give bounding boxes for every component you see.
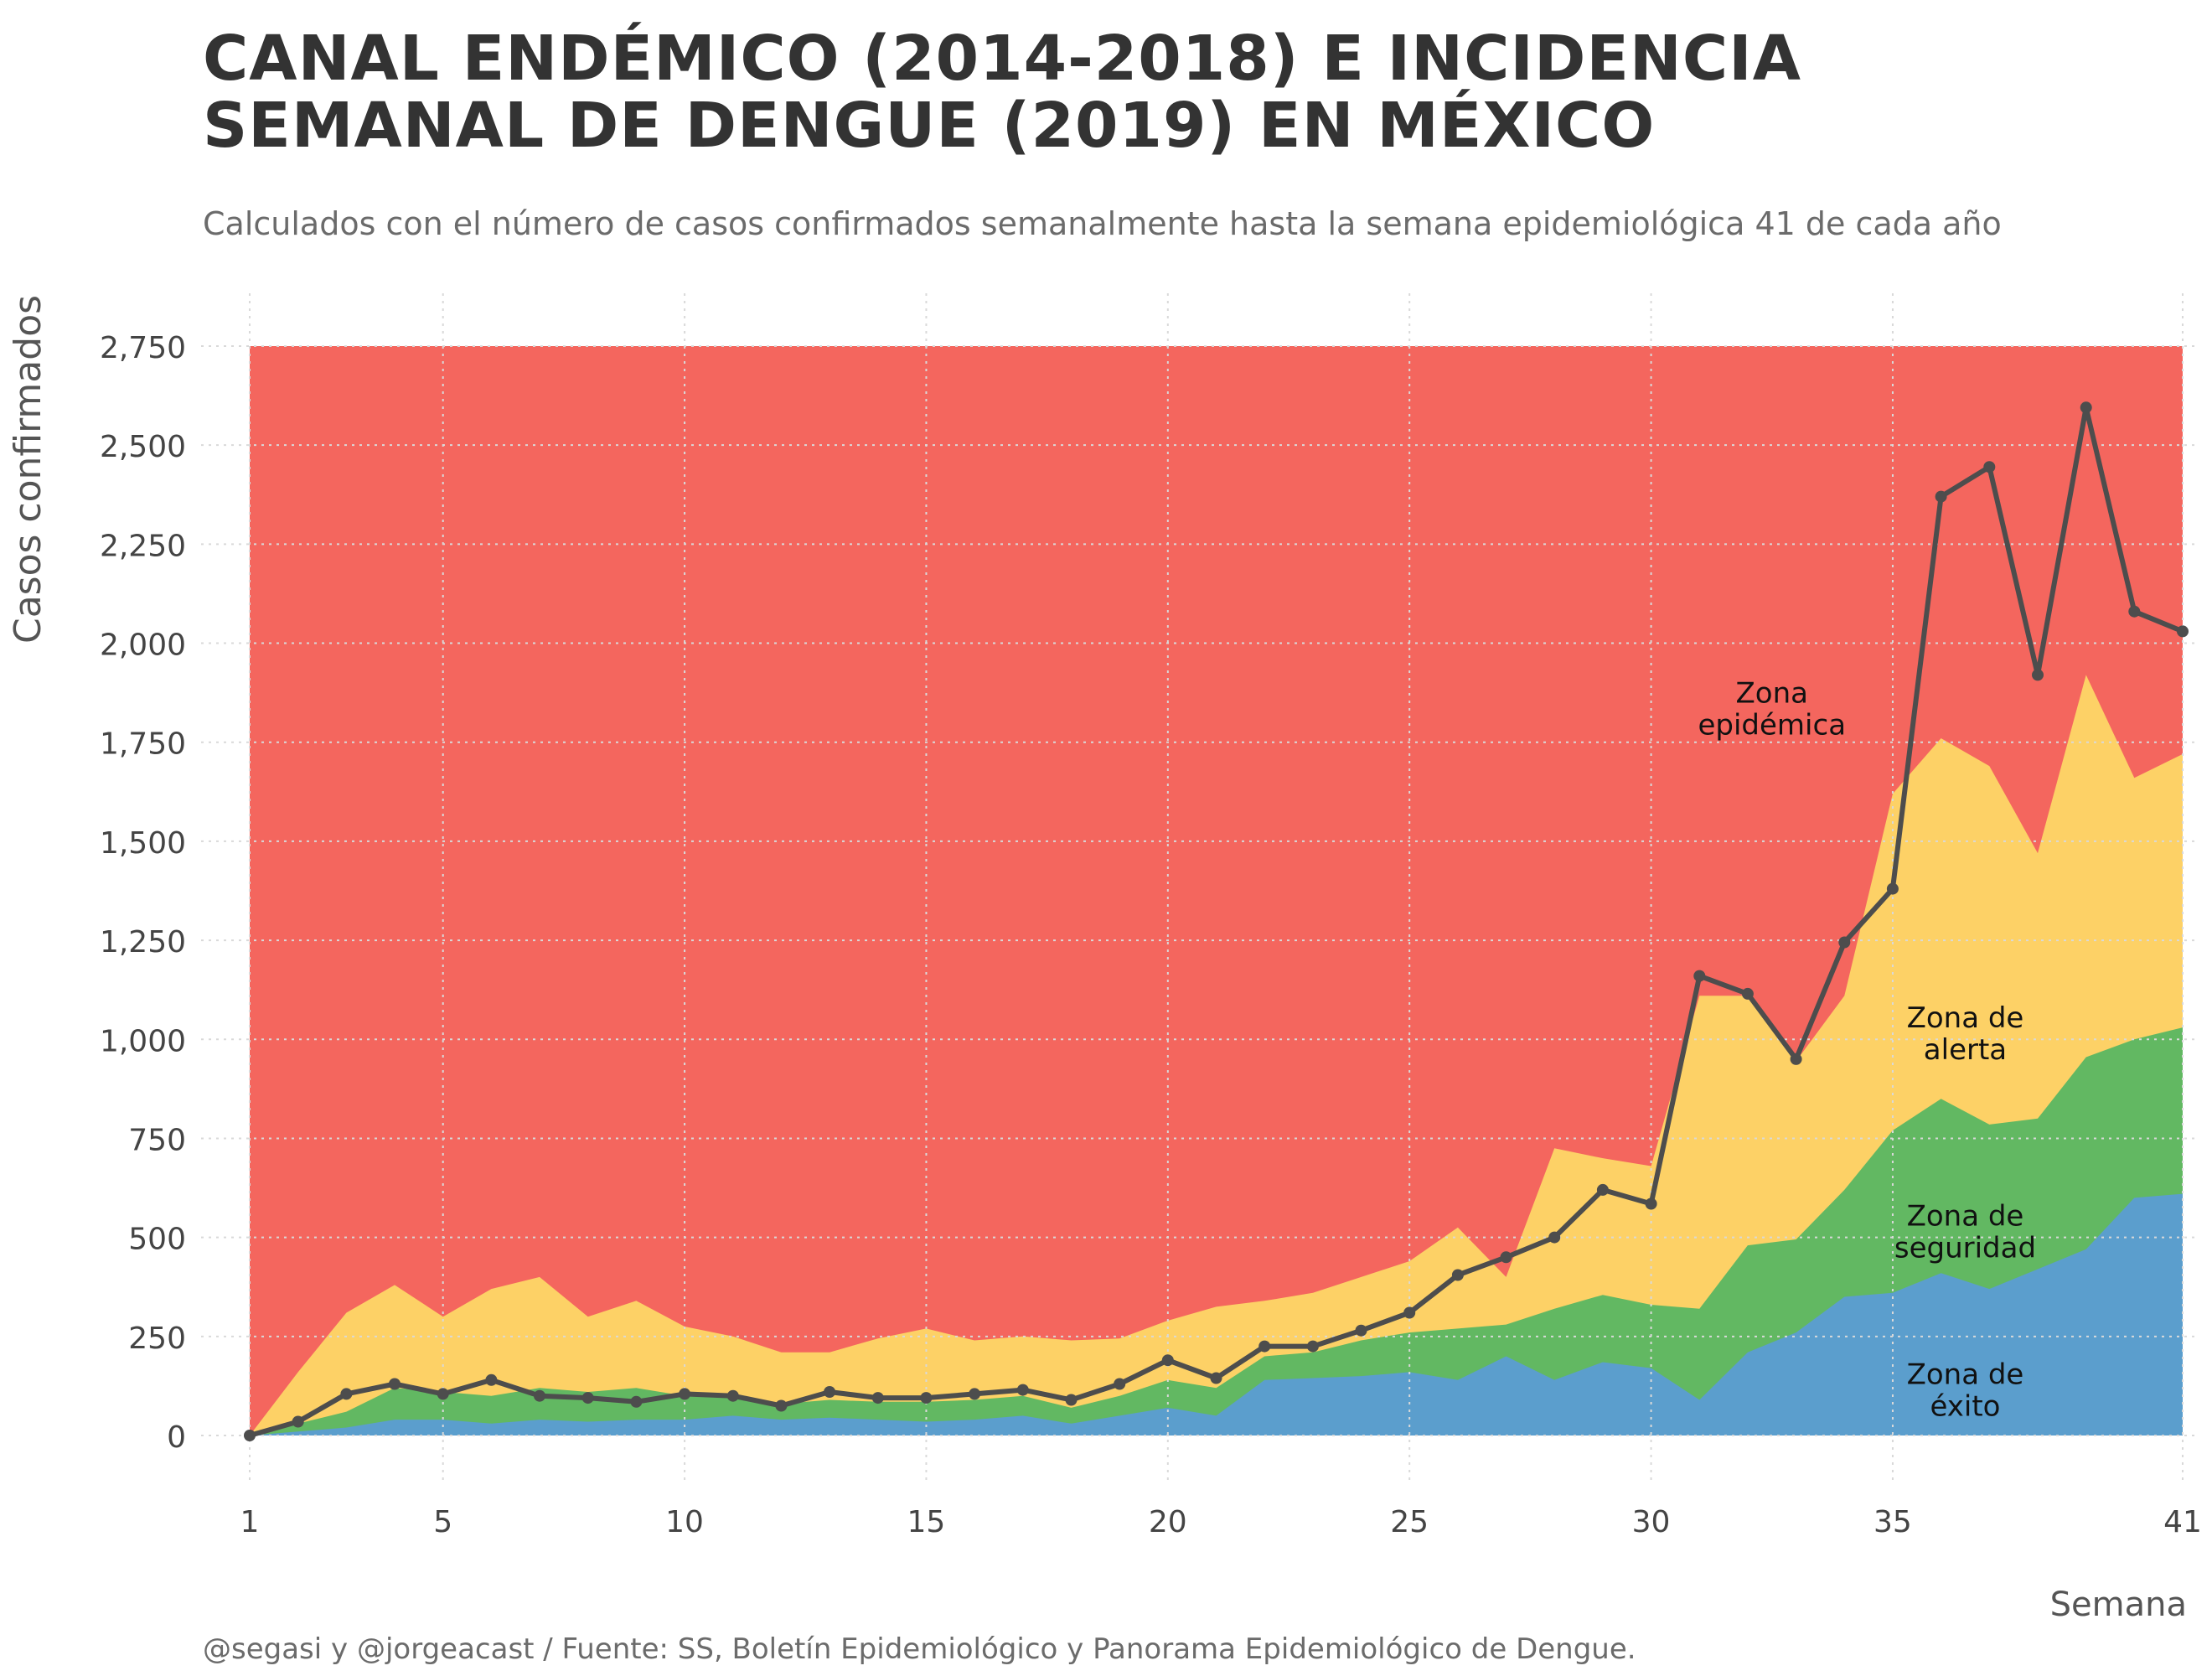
y-tick-label: 250 — [128, 1322, 186, 1356]
incidence-line — [244, 401, 2189, 1441]
zone-annotation-line: Zona de — [1907, 1199, 2024, 1233]
incidence-point — [726, 1389, 739, 1402]
incidence-point — [824, 1386, 836, 1398]
y-axis-label: Casos confirmados — [7, 295, 49, 644]
zone-annotation-line: seguridad — [1894, 1231, 2036, 1265]
zone-annotation: Zona de alerta — [1907, 1001, 2024, 1067]
incidence-point — [2080, 401, 2092, 414]
x-tick-label: 10 — [665, 1505, 704, 1539]
y-tick-label: 2,000 — [100, 628, 186, 663]
y-tick-label: 1,500 — [100, 826, 186, 861]
chart-subtitle: Calculados con el número de casos confir… — [203, 205, 2002, 242]
incidence-point — [1693, 970, 1706, 982]
zone-areas — [250, 346, 2183, 1435]
incidence-point — [871, 1392, 884, 1404]
y-tick-label: 1,250 — [100, 925, 186, 960]
zone-annotation-line: Zona de — [1907, 1358, 2024, 1392]
x-tick-label: 25 — [1390, 1505, 1429, 1539]
incidence-point — [1403, 1306, 1416, 1319]
zone-annotation: Zona de éxito — [1907, 1358, 2024, 1424]
x-tick-label: 1 — [240, 1505, 260, 1539]
incidence-point — [437, 1388, 449, 1400]
incidence-point — [1741, 987, 1754, 1000]
incidence-point — [1451, 1269, 1464, 1281]
y-axis-ticks: 0 250 500 750 1,000 1,250 1,500 1,750 2,000 2,250… — [100, 331, 186, 1455]
x-tick-label: 35 — [1873, 1505, 1912, 1539]
area-zona-de-seguridad — [250, 1027, 2183, 1435]
x-tick-label: 30 — [1632, 1505, 1671, 1539]
y-tick-label: 750 — [128, 1123, 186, 1157]
incidence-point — [292, 1415, 304, 1428]
incidence-point — [581, 1392, 594, 1404]
area-zona-de-exito — [250, 1193, 2183, 1435]
area-zona-de-alerta — [250, 675, 2183, 1435]
incidence-point — [920, 1392, 933, 1404]
x-tick-label: 15 — [907, 1505, 946, 1539]
zone-annotation: Zona epidémica — [1698, 676, 1846, 742]
chart-title: CANAL ENDÉMICO (2014-2018) E INCIDENCIA … — [203, 23, 1801, 162]
incidence-point — [679, 1388, 691, 1400]
incidence-point — [1161, 1354, 1174, 1367]
incidence-point — [1983, 461, 1996, 473]
chart-caption: @segasi y @jorgeacast / Fuente: SS, Bole… — [203, 1632, 1636, 1666]
zone-annotation-line: Zona — [1736, 676, 1808, 710]
incidence-point — [1935, 490, 1947, 503]
zone-annotation-line: alerta — [1924, 1033, 2007, 1067]
y-tick-label: 500 — [128, 1223, 186, 1257]
grid-lines — [201, 293, 2199, 1483]
incidence-point — [969, 1388, 981, 1400]
incidence-point — [389, 1378, 401, 1390]
incidence-point — [1065, 1394, 1078, 1406]
incidence-point — [1355, 1324, 1367, 1337]
incidence-point — [2128, 605, 2141, 618]
y-tick-label: 0 — [167, 1420, 186, 1455]
incidence-point — [340, 1388, 353, 1400]
zone-annotation-line: éxito — [1930, 1390, 2000, 1424]
x-tick-label: 5 — [433, 1505, 452, 1539]
x-axis-label: Semana — [2050, 1585, 2187, 1624]
incidence-point — [1500, 1251, 1512, 1264]
incidence-point — [244, 1430, 256, 1441]
x-tick-label: 41 — [2163, 1505, 2202, 1539]
incidence-point — [1016, 1384, 1029, 1396]
incidence-point — [1306, 1340, 1319, 1353]
incidence-point — [1258, 1340, 1271, 1353]
incidence-point — [1886, 882, 1899, 895]
zone-annotation-line: Zona de — [1907, 1001, 2024, 1035]
incidence-point — [1114, 1378, 1126, 1390]
y-tick-label: 2,500 — [100, 430, 186, 464]
zone-annotation-line: epidémica — [1698, 708, 1846, 742]
incidence-point — [534, 1389, 545, 1402]
y-tick-label: 2,750 — [100, 331, 186, 365]
incidence-point — [2177, 625, 2189, 638]
y-tick-label: 1,750 — [100, 727, 186, 762]
incidence-point — [775, 1399, 788, 1412]
incidence-point — [1210, 1372, 1222, 1384]
incidence-point — [485, 1373, 498, 1386]
zone-annotation: Zona de seguridad — [1894, 1199, 2036, 1265]
x-axis-ticks: 1 5 10 15 20 25 30 35 41 — [240, 1505, 2202, 1539]
incidence-point — [1838, 936, 1851, 949]
incidence-point — [630, 1395, 643, 1408]
incidence-point — [1548, 1231, 1561, 1244]
incidence-point — [1645, 1198, 1657, 1210]
y-tick-label: 2,250 — [100, 529, 186, 563]
x-tick-label: 20 — [1149, 1505, 1187, 1539]
incidence-point — [1790, 1053, 1802, 1065]
incidence-point — [1596, 1183, 1609, 1196]
y-tick-label: 1,000 — [100, 1024, 186, 1058]
incidence-point — [2032, 669, 2044, 681]
